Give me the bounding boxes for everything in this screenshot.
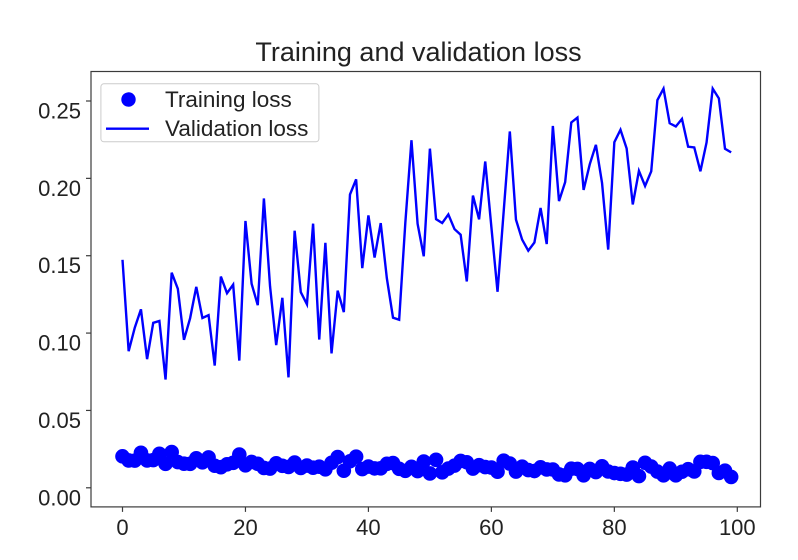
svg-text:Validation loss: Validation loss [165,116,308,141]
svg-text:0.25: 0.25 [38,99,81,124]
svg-text:0.10: 0.10 [38,331,81,356]
svg-text:0.20: 0.20 [38,176,81,201]
svg-text:20: 20 [233,515,257,540]
svg-text:Training loss: Training loss [165,87,292,112]
svg-text:Training and validation loss: Training and validation loss [255,37,581,67]
svg-text:80: 80 [602,515,626,540]
svg-text:0.00: 0.00 [38,485,81,510]
svg-text:100: 100 [719,515,756,540]
svg-text:60: 60 [479,515,503,540]
svg-text:0: 0 [116,515,128,540]
svg-text:0.15: 0.15 [38,253,81,278]
svg-text:0.05: 0.05 [38,408,81,433]
svg-text:40: 40 [356,515,380,540]
